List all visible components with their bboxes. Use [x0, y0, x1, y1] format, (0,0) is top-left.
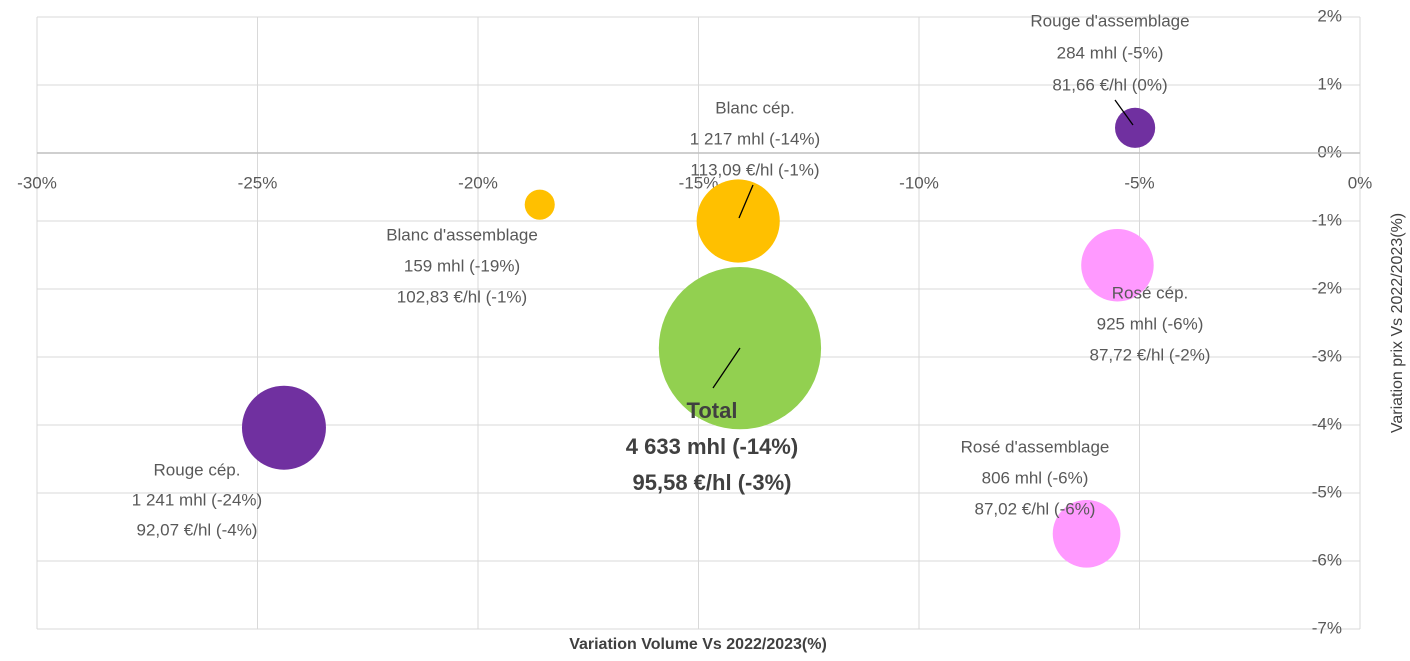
data-label: 92,07 €/hl (-4%)	[137, 520, 258, 539]
x-tick-label: -30%	[17, 173, 57, 192]
y-tick-label: 2%	[1317, 6, 1342, 25]
data-label: 81,66 €/hl (0%)	[1052, 75, 1167, 94]
data-label: 284 mhl (-5%)	[1057, 43, 1164, 62]
data-label: 806 mhl (-6%)	[982, 468, 1089, 487]
data-label: 925 mhl (-6%)	[1097, 314, 1204, 333]
data-label: Total	[687, 398, 738, 423]
x-axis-title: Variation Volume Vs 2022/2023(%)	[569, 636, 827, 653]
x-tick-label: -5%	[1124, 173, 1154, 192]
x-tick-label: -25%	[238, 173, 278, 192]
y-tick-label: -5%	[1312, 482, 1342, 501]
data-label: Blanc cép.	[715, 98, 794, 117]
leader-line	[1114, 99, 1134, 126]
leader-line	[738, 184, 754, 219]
data-label: 87,02 €/hl (-6%)	[975, 499, 1096, 518]
y-axis-title: Variation prix Vs 2022/2023(%)	[1389, 213, 1406, 433]
y-tick-label: -3%	[1312, 346, 1342, 365]
y-tick-label: -4%	[1312, 414, 1342, 433]
x-tick-label: -15%	[679, 173, 719, 192]
y-tick-label: 0%	[1317, 142, 1342, 161]
y-tick-label: -1%	[1312, 210, 1342, 229]
x-tick-label: -20%	[458, 173, 498, 192]
data-label: 159 mhl (-19%)	[404, 256, 520, 275]
data-label: 95,58 €/hl (-3%)	[633, 470, 792, 495]
bubble	[1052, 499, 1121, 568]
data-label: 4 633 mhl (-14%)	[626, 434, 798, 459]
y-tick-label: -6%	[1312, 550, 1342, 569]
bubble	[696, 179, 780, 263]
data-label: Rosé cép.	[1112, 283, 1189, 302]
y-tick-label: -2%	[1312, 278, 1342, 297]
data-label: 113,09 €/hl (-1%)	[690, 160, 819, 179]
data-label: Blanc d'assemblage	[386, 225, 538, 244]
data-label: 102,83 €/hl (-1%)	[397, 287, 527, 306]
data-label: Rouge cép.	[154, 460, 241, 479]
x-tick-label: 0%	[1348, 173, 1373, 192]
leader-line	[712, 347, 741, 389]
data-label: Rosé d'assemblage	[961, 437, 1110, 456]
x-tick-label: -10%	[899, 173, 939, 192]
bubble	[1081, 228, 1154, 302]
data-label: 1 241 mhl (-24%)	[132, 490, 262, 509]
data-label: 87,72 €/hl (-2%)	[1090, 345, 1211, 364]
bubble	[524, 189, 555, 220]
y-tick-label: -7%	[1312, 618, 1342, 637]
data-label: Rouge d'assemblage	[1030, 11, 1189, 30]
bubble	[241, 385, 326, 470]
y-tick-label: 1%	[1317, 74, 1342, 93]
data-label: 1 217 mhl (-14%)	[690, 129, 820, 148]
bubble	[1115, 107, 1156, 148]
